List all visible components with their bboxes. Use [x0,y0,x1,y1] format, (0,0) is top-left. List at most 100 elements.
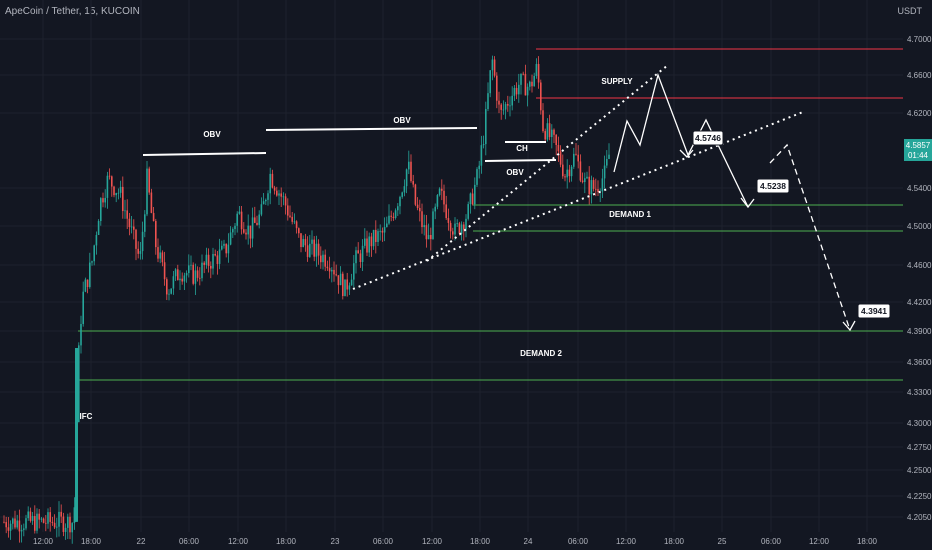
candle-body [27,511,29,519]
candle-body [601,178,604,192]
candle-body [289,215,291,217]
candle-body [586,176,588,179]
candle-body [493,59,496,76]
candle-body [584,178,586,183]
candle-body [218,249,221,264]
candle-body [386,223,388,228]
target-box-2: 4.5238 [756,178,790,194]
candle-body [471,193,474,205]
price-axis[interactable]: 4.7000 4.6600 4.6200 4.5400 4.5000 4.4600 4.42… [907,35,932,522]
obv-line-1 [142,152,267,156]
candle-body [80,323,82,346]
candle-body [559,151,562,165]
current-price-label: 4.5857 01:44 [904,139,932,161]
candle-body [128,218,131,228]
candle-body [504,104,507,110]
candle-body [174,269,177,277]
candle-body [122,186,124,212]
candle-body [243,229,245,233]
time-tick-label: 18:00 [664,537,685,546]
demand-1-label: DEMAND 1 [609,210,651,219]
candle-body [29,511,32,521]
time-tick-label: 18:00 [470,537,491,546]
price-tick-label: 4.2750 [907,443,932,452]
time-axis[interactable]: 12:00 18:00 22 06:00 12:00 18:00 23 06:00 12:00 1… [33,537,878,546]
demand-1-zone [473,204,903,232]
candle-body [267,193,269,200]
obv-label-3: OBV [506,168,524,177]
candle-body [157,247,159,259]
candle-body [348,285,351,290]
candle-body [104,197,106,203]
time-tick-label: 12:00 [422,537,443,546]
projection-path-arrow-2 [740,197,755,209]
candle-body [245,232,247,235]
candle-body [467,204,469,219]
lower-trendline [352,111,804,290]
obv-line-2 [265,127,478,131]
svg-text:01:44: 01:44 [908,151,929,160]
candle-body [234,225,236,230]
candle-body [12,518,14,524]
grid-lines [0,0,903,532]
candle-body [126,210,128,219]
candle-body [177,269,179,281]
candle-body [196,270,199,278]
candle-body [425,225,428,240]
candle-body [40,518,43,520]
candle-body [86,279,89,287]
candle-body [58,511,60,527]
time-tick-label: 06:00 [179,537,200,546]
time-tick-label: 24 [524,537,533,546]
candle-body [300,233,302,248]
candle-body [515,87,518,95]
ch-label: CH [516,144,528,153]
candle-body [194,270,197,284]
candle-body [139,251,142,254]
candle-body [16,520,18,528]
candle-body [315,243,318,257]
candle-body [56,526,58,528]
candle-body [62,516,65,532]
candle-body [31,516,34,521]
candle-body [172,276,175,289]
candle-body [71,523,73,533]
candle-body [258,214,260,225]
candle-body [232,229,234,233]
candle-body [383,227,386,233]
time-tick-label: 06:00 [373,537,394,546]
candle-body [357,250,359,254]
candle-body [276,190,278,196]
obv-line-3 [484,159,557,162]
time-tick-label: 25 [718,537,727,546]
time-tick-label: 18:00 [857,537,878,546]
candle-body [168,293,170,295]
candle-body [460,224,463,234]
projection-path-dashed [769,143,851,331]
candle-body [372,229,375,247]
candle-body [205,254,208,265]
candle-body [507,104,509,106]
candle-body [551,129,553,138]
price-tick-label: 4.3000 [907,419,932,428]
candle-body [557,145,560,152]
price-tick-label: 4.5400 [907,184,932,193]
candle-body [227,244,230,254]
candle-body [421,211,423,228]
candle-body [535,63,538,76]
candle-body [45,522,47,524]
candle-body [555,134,557,146]
candle-body [436,195,439,207]
price-tick-label: 4.3300 [907,388,932,397]
target-box-3: 4.3941 [857,303,891,319]
candle-body [432,211,434,240]
candle-body [320,255,322,263]
candle-body [249,225,252,239]
candle-body [201,262,203,279]
candle-body [375,229,377,242]
candle-body [412,181,414,185]
candle-body [260,204,263,215]
candle-body [511,95,513,106]
projection-path-arrow-1 [679,149,694,158]
